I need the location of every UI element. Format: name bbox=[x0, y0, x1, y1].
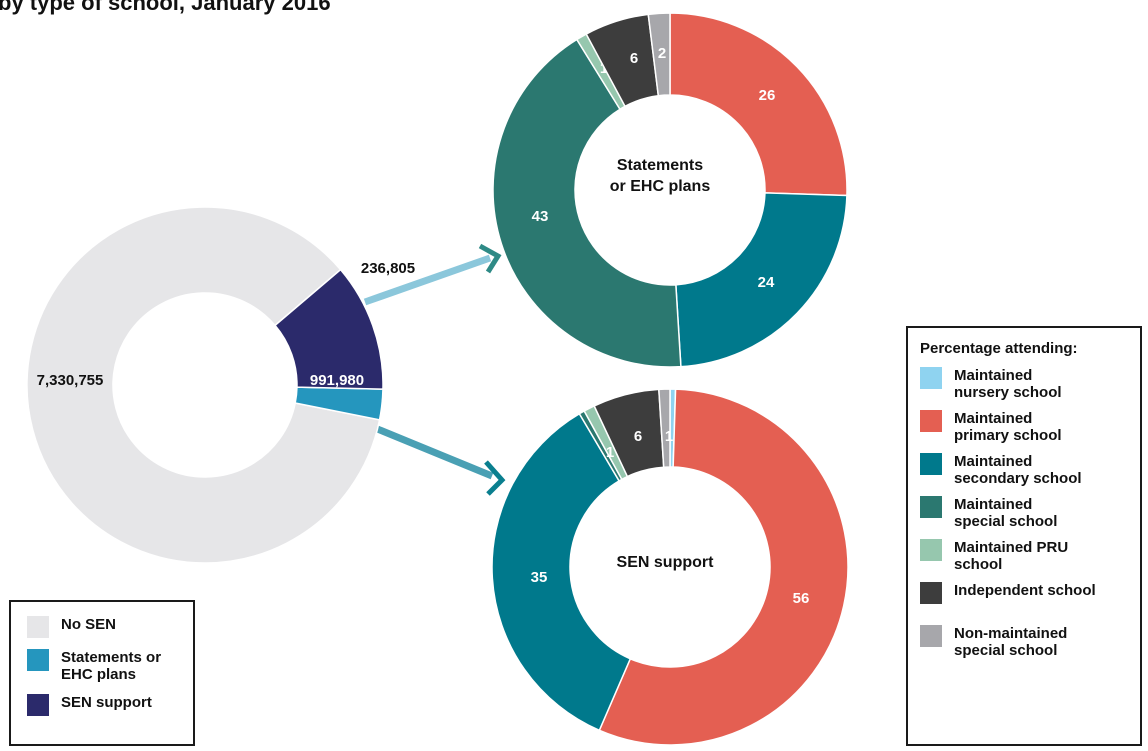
donut-overall: 7,330,755 236,805 991,980 bbox=[26, 206, 415, 564]
legend-swatch bbox=[27, 649, 49, 671]
data-label-overall-no-sen: 7,330,755 bbox=[37, 372, 104, 389]
legend-label: Maintained PRU school bbox=[954, 539, 1069, 573]
legend-swatch bbox=[920, 453, 942, 475]
slice-statements-maintained-secondary-school bbox=[675, 192, 848, 368]
donut-statements: 262443162Statementsor EHC plans bbox=[492, 12, 848, 368]
data-label-sensupport-maintained-primary-school: 56 bbox=[793, 590, 810, 607]
data-label-sensupport-maintained-pru-school: 1 bbox=[606, 444, 614, 461]
school-type-legend: Percentage attending: Maintained nursery… bbox=[906, 326, 1142, 746]
legend-label: Maintained special school bbox=[954, 496, 1058, 530]
legend-item-maintained-secondary-school: Maintained secondary school bbox=[920, 453, 1140, 487]
legend-label: Maintained primary school bbox=[954, 410, 1062, 444]
data-label-statements-maintained-secondary-school: 24 bbox=[758, 274, 775, 291]
legend-item-maintained-nursery-school: Maintained nursery school bbox=[920, 367, 1140, 401]
slice-statements-maintained-primary-school bbox=[669, 12, 848, 197]
arrow-to-sen-support bbox=[373, 424, 494, 480]
legend-item-non-maintained-special-school: Non-maintained special school bbox=[920, 625, 1140, 659]
slice-sensupport-maintained-primary-school bbox=[598, 388, 849, 746]
legend-item-maintained-primary-school: Maintained primary school bbox=[920, 410, 1140, 444]
legend-label: SEN support bbox=[61, 694, 152, 711]
legend-swatch bbox=[920, 625, 942, 647]
legend-item-sen-support: SEN support bbox=[27, 694, 193, 716]
legend-swatch bbox=[920, 582, 942, 604]
data-label-sensupport-maintained-secondary-school: 35 bbox=[531, 569, 548, 586]
legend-label: Independent school bbox=[954, 582, 1096, 599]
legend-item-independent-school: Independent school bbox=[920, 582, 1140, 616]
slice-overall-no-sen bbox=[26, 206, 381, 564]
legend-item-maintained-special-school: Maintained special school bbox=[920, 496, 1140, 530]
slice-sensupport-non-maintained-special-school bbox=[658, 388, 671, 468]
legend-swatch bbox=[27, 616, 49, 638]
connector-arrows bbox=[363, 243, 506, 496]
legend-swatch bbox=[920, 539, 942, 561]
legend-label: Statements or EHC plans bbox=[61, 649, 162, 683]
legend-swatch bbox=[920, 410, 942, 432]
arrowhead-statements bbox=[478, 243, 502, 274]
data-label-sensupport-independent-school: 6 bbox=[634, 428, 642, 445]
slice-statements-maintained-special-school bbox=[492, 38, 682, 368]
legend-swatch bbox=[27, 694, 49, 716]
donut-title-statements: Statements or EHC plans bbox=[610, 157, 711, 195]
arrowhead-sen-support bbox=[484, 460, 506, 496]
donut-sensupport: 56 35 1 6 1 SEN support bbox=[491, 388, 849, 746]
legend-item-no-sen: No SEN bbox=[27, 616, 193, 638]
legend-swatch bbox=[920, 367, 942, 389]
legend-label: No SEN bbox=[61, 616, 117, 633]
data-label-statements-maintained-primary-school: 26 bbox=[759, 87, 776, 104]
sen-category-legend: No SEN Statements or EHC plans SEN support bbox=[9, 600, 195, 746]
legend-title: Percentage attending: bbox=[920, 340, 1078, 357]
data-label-statements-non-maintained-special-school: 2 bbox=[658, 45, 666, 62]
legend-swatch bbox=[920, 496, 942, 518]
slice-statements-non-maintained-special-school bbox=[647, 12, 671, 97]
slice-overall-statements-or-ehc-plans bbox=[294, 386, 384, 421]
data-label-statements-maintained-special-school: 43 bbox=[532, 208, 549, 225]
data-label-overall-statements-or-ehc-plans: 236,805 bbox=[361, 260, 415, 277]
donut-title-sensupport: SEN support bbox=[617, 554, 715, 571]
legend-item-maintained-pru-school: Maintained PRU school bbox=[920, 539, 1140, 573]
legend-item-statements-or-ehc-plans: Statements or EHC plans bbox=[27, 649, 193, 683]
arrow-to-statements bbox=[363, 254, 492, 306]
page-title: by type of school, January 2016 bbox=[0, 0, 331, 15]
slice-sensupport-maintained-secondary-school bbox=[491, 412, 632, 732]
data-label-sensupport-non-maintained-special-school: 1 bbox=[665, 428, 673, 445]
data-label-overall-sen-support: 991,980 bbox=[310, 372, 364, 389]
legend-label: Maintained secondary school bbox=[954, 453, 1082, 487]
data-label-statements-independent-school: 6 bbox=[630, 50, 638, 67]
legend-label: Maintained nursery school bbox=[954, 367, 1062, 401]
slice-overall-sen-support bbox=[274, 268, 384, 390]
legend-label: Non-maintained special school bbox=[954, 625, 1068, 659]
